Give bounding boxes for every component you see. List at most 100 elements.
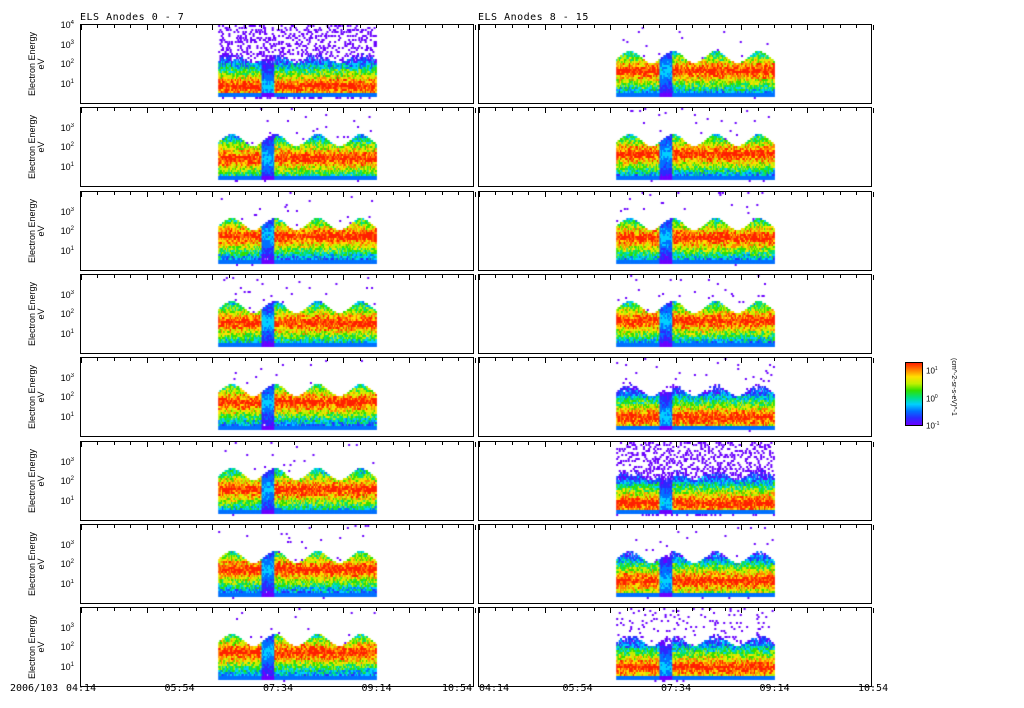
x-minor-tick bbox=[675, 192, 677, 197]
x-minor-tick bbox=[97, 25, 99, 28]
x-minor-tick bbox=[376, 442, 378, 445]
x-minor-tick bbox=[790, 108, 792, 111]
x-minor-tick bbox=[343, 525, 345, 530]
x-minor-tick bbox=[725, 442, 726, 445]
x-minor-tick bbox=[245, 108, 246, 111]
x-minor-tick bbox=[228, 275, 230, 278]
x-minor-tick bbox=[179, 108, 181, 111]
x-minor-tick bbox=[245, 275, 246, 278]
x-tick-label: 07:34 bbox=[263, 683, 294, 694]
x-minor-tick bbox=[376, 25, 378, 28]
date-label: 2006/103 bbox=[10, 683, 59, 694]
x-minor-tick bbox=[741, 608, 743, 613]
x-minor-tick bbox=[790, 358, 792, 361]
x-minor-tick bbox=[474, 358, 476, 363]
x-tick-label: 09:14 bbox=[759, 683, 790, 694]
x-minor-tick bbox=[245, 25, 246, 28]
x-minor-tick bbox=[458, 25, 460, 28]
x-minor-tick bbox=[544, 358, 546, 363]
x-minor-tick bbox=[474, 442, 476, 447]
x-minor-tick bbox=[757, 525, 759, 528]
x-minor-tick bbox=[441, 275, 443, 278]
x-minor-tick bbox=[81, 108, 82, 113]
y-axis-label: Electron Energy eV bbox=[22, 274, 52, 354]
x-minor-tick bbox=[544, 275, 546, 280]
x-minor-tick bbox=[310, 608, 312, 611]
x-minor-tick bbox=[626, 525, 628, 528]
y-axis-label: Electron Energy eV bbox=[22, 357, 52, 437]
x-minor-tick bbox=[823, 525, 825, 528]
x-minor-tick bbox=[610, 608, 612, 613]
x-minor-tick bbox=[261, 608, 263, 611]
y-tick-label: 101 bbox=[60, 661, 74, 672]
x-minor-tick bbox=[495, 608, 497, 611]
x-minor-tick bbox=[495, 275, 497, 278]
y-tick-label: 101 bbox=[60, 411, 74, 422]
spectrogram-image bbox=[81, 192, 473, 270]
x-minor-tick bbox=[310, 358, 312, 361]
x-minor-tick bbox=[577, 108, 579, 111]
x-minor-tick bbox=[327, 525, 328, 528]
y-tick-label: 101 bbox=[60, 78, 74, 89]
x-minor-tick bbox=[839, 358, 841, 361]
x-minor-tick bbox=[359, 192, 361, 195]
x-minor-tick bbox=[195, 608, 197, 611]
x-minor-tick bbox=[610, 442, 612, 447]
x-minor-tick bbox=[376, 108, 378, 111]
x-minor-tick bbox=[528, 525, 530, 528]
x-minor-tick bbox=[130, 25, 132, 28]
x-minor-tick bbox=[277, 442, 279, 447]
x-minor-tick bbox=[409, 442, 410, 447]
x-minor-tick bbox=[130, 108, 132, 111]
x-minor-tick bbox=[807, 358, 808, 363]
x-minor-tick bbox=[261, 525, 263, 528]
spectrogram-image bbox=[81, 275, 473, 353]
x-minor-tick bbox=[310, 108, 312, 111]
x-minor-tick bbox=[856, 525, 858, 528]
spectrogram-panel-anode-4 bbox=[80, 357, 476, 437]
x-minor-tick bbox=[823, 275, 825, 278]
x-minor-tick bbox=[441, 25, 443, 28]
x-minor-tick bbox=[823, 108, 825, 111]
x-minor-tick bbox=[675, 108, 677, 113]
y-axis-label-text: Electron Energy eV bbox=[27, 198, 47, 264]
x-minor-tick bbox=[561, 108, 562, 111]
x-minor-tick bbox=[774, 108, 776, 111]
x-minor-tick bbox=[179, 25, 181, 28]
x-minor-tick bbox=[392, 358, 394, 361]
spectrogram-panel-anode-7 bbox=[80, 607, 476, 687]
spectrogram-panel-anode-10 bbox=[478, 191, 874, 271]
x-minor-tick bbox=[130, 358, 132, 361]
x-minor-tick bbox=[425, 442, 427, 445]
x-minor-tick bbox=[610, 25, 612, 30]
spectrogram-panel-anode-15 bbox=[478, 607, 874, 687]
y-tick-label: 103 bbox=[60, 122, 74, 133]
x-minor-tick bbox=[757, 25, 759, 28]
x-minor-tick bbox=[774, 442, 776, 445]
x-minor-tick bbox=[856, 608, 858, 611]
x-minor-tick bbox=[659, 442, 661, 445]
x-minor-tick bbox=[425, 608, 427, 611]
x-minor-tick bbox=[343, 108, 345, 113]
y-tick-label: 102 bbox=[60, 59, 74, 69]
x-minor-tick bbox=[179, 192, 181, 195]
x-minor-tick bbox=[807, 108, 808, 113]
y-axis-label-text: Electron Energy eV bbox=[27, 531, 47, 597]
x-minor-tick bbox=[212, 108, 214, 113]
x-minor-tick bbox=[839, 442, 841, 445]
spectrogram-panel-anode-12 bbox=[478, 357, 874, 437]
x-minor-tick bbox=[725, 525, 726, 528]
x-minor-tick bbox=[343, 608, 345, 613]
x-minor-tick bbox=[544, 442, 546, 447]
x-minor-tick bbox=[479, 525, 480, 530]
x-minor-tick bbox=[774, 275, 776, 278]
y-tick-label: 102 bbox=[60, 309, 74, 319]
x-minor-tick bbox=[228, 192, 230, 195]
x-minor-tick bbox=[228, 608, 230, 611]
x-minor-tick bbox=[626, 192, 628, 195]
x-minor-tick bbox=[774, 525, 776, 528]
x-minor-tick bbox=[807, 525, 808, 530]
x-minor-tick bbox=[872, 525, 874, 530]
x-minor-tick bbox=[294, 25, 296, 28]
x-minor-tick bbox=[458, 192, 460, 195]
